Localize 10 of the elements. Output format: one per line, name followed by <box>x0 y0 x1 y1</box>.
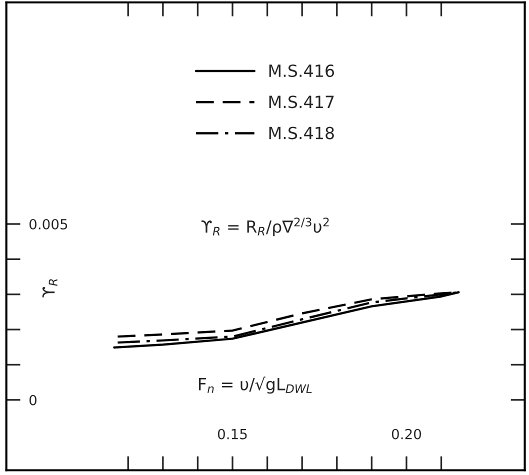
y-tick-label: 0 <box>29 394 36 406</box>
legend-label: M.S.417 <box>269 96 334 108</box>
x-tick-label: 0.20 <box>392 428 422 440</box>
x-axis-title: F$_{n}$ = υ/√gL$_{DWL}$ <box>198 376 312 394</box>
x-tick-label: 0.15 <box>218 428 247 440</box>
legend-label: M.S.416 <box>269 64 334 78</box>
y-tick-label: 0.005 <box>29 218 68 230</box>
annotation: ϒ$_{R}$ = R$_{R}$/ρ∇$^{2/3}$υ$^{2}$ <box>201 218 329 236</box>
y-axis-title: ϒ$_{R}$ <box>42 279 58 298</box>
legend-label: M.S.418 <box>269 126 334 140</box>
